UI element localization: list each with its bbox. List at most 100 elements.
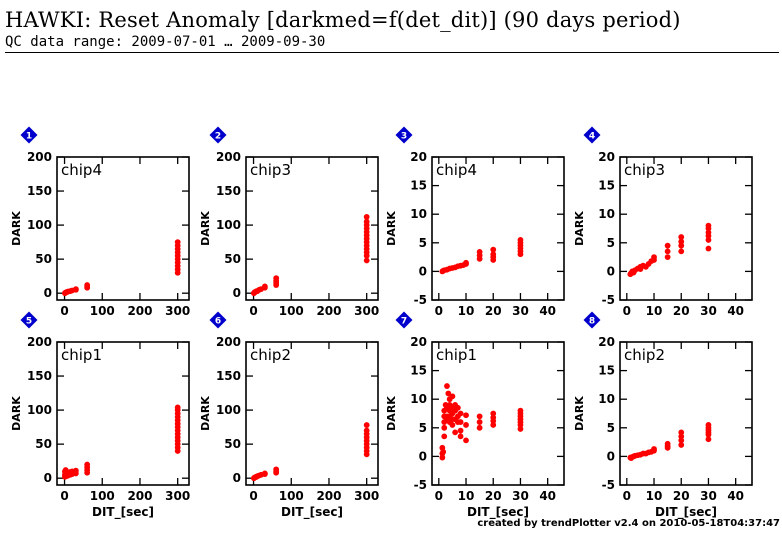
x-tick-label: 10: [646, 489, 663, 503]
footer-credit: created by trendPlotter v2.4 on 2010-05-…: [477, 518, 780, 529]
x-tick-label: 0: [249, 489, 257, 503]
data-point: [664, 248, 671, 255]
data-point: [363, 257, 370, 264]
panel-badge-number: 7: [401, 317, 407, 327]
data-point: [439, 454, 446, 461]
data-point: [273, 275, 280, 282]
panel-badge-number: 8: [589, 317, 595, 327]
y-axis-label: DARK: [573, 396, 586, 431]
y-axis-label: DARK: [385, 211, 398, 246]
data-point: [476, 249, 483, 255]
x-tick-label: 200: [316, 304, 341, 318]
x-tick-label: 100: [90, 489, 115, 503]
data-point: [463, 437, 469, 444]
x-axis-label: DIT_[sec]: [281, 505, 343, 520]
data-point: [490, 410, 497, 417]
panel-badge: [209, 311, 227, 329]
data-point: [363, 218, 370, 225]
y-tick-label: -5: [602, 478, 615, 492]
y-tick-label: 10: [598, 207, 615, 221]
chip-label: chip3: [624, 161, 665, 179]
chip-label: chip4: [61, 161, 102, 179]
data-point: [678, 429, 685, 436]
y-tick-label: 0: [607, 264, 615, 278]
chip-label: chip2: [250, 346, 291, 364]
panel-badge-number: 4: [589, 132, 595, 142]
x-axis-label: DIT_[sec]: [92, 505, 154, 520]
x-tick-label: 30: [700, 489, 717, 503]
y-tick-label: 10: [598, 392, 615, 406]
y-tick-label: 15: [598, 364, 615, 378]
data-point: [664, 440, 671, 447]
y-tick-label: 150: [216, 184, 241, 198]
data-point: [705, 222, 712, 229]
y-tick-label: 10: [410, 207, 427, 221]
y-tick-label: 200: [216, 335, 241, 349]
x-tick-label: 30: [700, 304, 717, 318]
x-tick-label: 100: [279, 489, 304, 503]
data-point: [678, 433, 685, 440]
y-tick-label: 0: [607, 449, 615, 463]
y-tick-label: 150: [27, 184, 52, 198]
chip-label: chip1: [61, 346, 102, 364]
x-tick-label: 200: [127, 304, 152, 318]
y-tick-label: 0: [44, 286, 52, 300]
x-tick-label: 0: [249, 304, 257, 318]
data-point: [457, 433, 464, 440]
y-tick-label: 20: [410, 150, 427, 164]
data-point: [678, 234, 685, 240]
y-tick-label: 200: [216, 150, 241, 164]
data-point: [174, 404, 181, 411]
panel-4: 4 chip3 -5 0 5 10 15 20 0 10 20 30 40 DARK: [573, 126, 753, 318]
data-point: [517, 237, 524, 243]
chip-label: chip1: [436, 346, 477, 364]
y-tick-label: 50: [224, 252, 241, 266]
x-tick-label: 20: [485, 304, 502, 318]
data-point: [476, 419, 483, 425]
y-tick-label: 0: [233, 286, 241, 300]
panel-badge-number: 3: [401, 132, 407, 142]
data-point: [363, 214, 370, 220]
x-tick-label: 10: [646, 304, 663, 318]
x-tick-label: 0: [435, 489, 443, 503]
data-point: [651, 254, 657, 260]
plot-frame: [431, 156, 565, 301]
data-point: [705, 229, 712, 236]
data-point: [678, 437, 685, 444]
y-tick-label: 100: [216, 403, 241, 417]
x-tick-label: 0: [623, 489, 631, 503]
y-tick-label: 20: [410, 335, 427, 349]
plot-frame: [56, 156, 190, 301]
qc-data-range: QC data range: 2009-07-01 … 2009-09-30: [5, 34, 326, 50]
data-point: [444, 383, 450, 389]
panel-badge: [395, 311, 413, 329]
y-tick-label: 5: [607, 421, 615, 435]
y-tick-label: -5: [414, 478, 427, 492]
data-point: [705, 422, 712, 428]
data-point: [454, 404, 461, 411]
data-point: [457, 410, 464, 417]
panel-badge: [583, 311, 601, 329]
panel-badge-number: 6: [215, 317, 221, 327]
data-point: [678, 442, 685, 448]
data-point: [261, 470, 268, 477]
data-point: [490, 414, 497, 421]
x-tick-label: 40: [539, 489, 556, 503]
y-tick-label: 100: [27, 403, 52, 417]
x-tick-label: 100: [90, 304, 115, 318]
x-tick-label: 300: [354, 489, 379, 503]
y-axis-label: DARK: [199, 396, 212, 431]
data-point: [463, 422, 469, 428]
data-point: [463, 259, 469, 266]
x-tick-label: 10: [458, 489, 475, 503]
data-point: [445, 390, 452, 397]
panel-badge-number: 2: [215, 132, 221, 142]
x-tick-label: 0: [60, 489, 68, 503]
panel-7: 7 chip1 -5 0 5 10 15 20 0 10 20 30 40 DARK DIT_[sec]: [385, 311, 565, 520]
y-tick-label: 20: [598, 335, 615, 349]
x-tick-label: 30: [512, 304, 529, 318]
panel-1: 1 chip4 0 50 100 150 200 0 100 200 300 DARK: [10, 126, 190, 318]
data-point: [363, 422, 370, 428]
x-axis-label: DIT_[sec]: [655, 505, 717, 520]
data-point: [441, 424, 448, 431]
